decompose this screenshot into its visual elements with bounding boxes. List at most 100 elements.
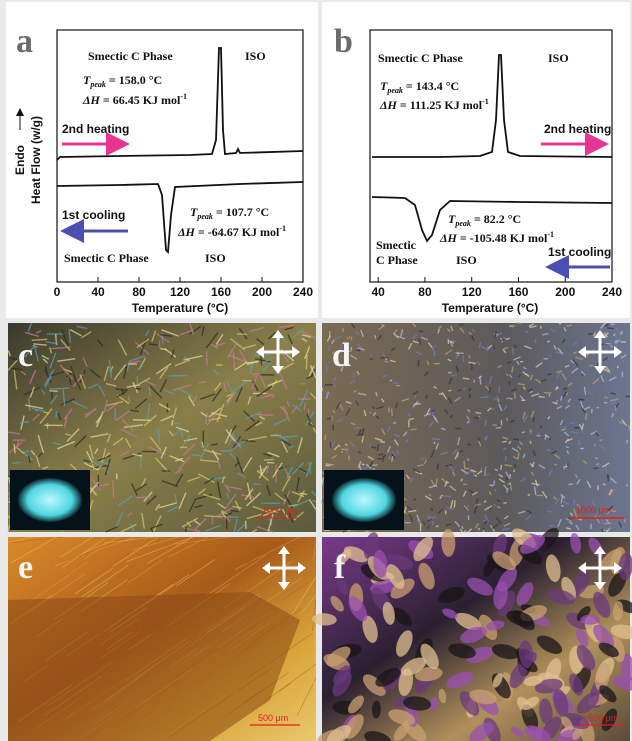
streak	[563, 387, 568, 390]
streak	[123, 365, 128, 380]
streak	[530, 471, 534, 476]
streak	[326, 335, 331, 342]
streak	[267, 379, 283, 387]
streak	[150, 528, 154, 533]
streak	[354, 331, 360, 335]
streak	[98, 384, 106, 397]
streak	[477, 440, 482, 447]
t: T	[448, 212, 456, 226]
leaf	[620, 653, 632, 682]
streak	[444, 480, 448, 487]
t: T	[380, 79, 388, 93]
sub: peak	[386, 86, 403, 95]
streak	[169, 374, 188, 377]
streak	[31, 407, 39, 412]
streak	[368, 411, 373, 414]
leaf	[486, 620, 505, 631]
streak	[457, 437, 461, 446]
streak	[125, 438, 132, 448]
streak	[79, 374, 87, 390]
streak	[494, 332, 503, 338]
streak	[237, 472, 246, 479]
streak	[342, 530, 347, 533]
image-e: e 500 μm	[8, 536, 317, 741]
streak	[283, 465, 291, 481]
streak	[372, 411, 377, 417]
streak	[230, 510, 239, 513]
streak	[523, 366, 527, 370]
streak	[149, 436, 162, 451]
image-f: f 500 μm	[312, 527, 632, 741]
streak	[575, 524, 580, 531]
streak	[155, 503, 161, 511]
x-tick-label: 40	[91, 285, 105, 299]
streak	[292, 404, 302, 412]
streak	[586, 480, 592, 488]
annotation: 1st cooling	[548, 245, 611, 259]
streak	[468, 361, 476, 365]
streak	[483, 500, 487, 504]
streak	[524, 330, 529, 333]
streak	[451, 340, 456, 343]
streak	[225, 493, 237, 509]
streak	[441, 392, 448, 400]
streak	[135, 483, 148, 492]
streak	[449, 485, 457, 492]
streak	[381, 455, 385, 463]
streak	[89, 487, 98, 496]
streak	[533, 486, 537, 495]
streak	[509, 482, 513, 491]
streak	[349, 379, 356, 385]
streak	[386, 426, 392, 433]
streak	[478, 375, 482, 379]
streak	[189, 325, 202, 335]
leaf	[332, 671, 352, 697]
streak	[565, 392, 569, 396]
leaf	[373, 549, 388, 578]
streak	[593, 332, 596, 337]
streak	[389, 379, 393, 382]
streak	[30, 450, 36, 456]
streak	[148, 385, 151, 396]
streak	[563, 431, 570, 437]
leaf	[442, 608, 458, 619]
streak	[279, 371, 288, 390]
streak	[308, 499, 317, 510]
streak	[146, 536, 193, 564]
streak	[60, 398, 76, 406]
streak	[505, 476, 509, 481]
annotation: 1st cooling	[62, 208, 125, 222]
streak	[435, 478, 438, 486]
streak	[45, 340, 59, 345]
streak	[178, 492, 187, 510]
streak	[216, 481, 222, 499]
annotation: ISO	[456, 253, 477, 267]
streak	[269, 536, 317, 553]
streak	[128, 360, 141, 365]
streak	[126, 536, 193, 562]
leaf	[576, 691, 600, 714]
streak	[69, 329, 82, 337]
streak	[352, 373, 356, 379]
streak	[62, 389, 66, 407]
streak	[278, 465, 287, 470]
streak	[474, 522, 480, 529]
streak	[158, 340, 161, 349]
leaf	[613, 601, 624, 622]
streak	[157, 427, 161, 445]
streak	[564, 364, 570, 368]
streak	[614, 405, 617, 411]
streak	[346, 336, 351, 340]
streak	[230, 424, 237, 434]
streak	[393, 433, 401, 438]
streak	[54, 536, 120, 567]
streak	[48, 371, 65, 378]
streak	[404, 438, 409, 444]
streak	[49, 387, 70, 390]
streak	[325, 392, 332, 396]
leaf	[413, 536, 434, 562]
streak	[548, 354, 552, 357]
streak	[223, 382, 227, 393]
streak	[169, 455, 185, 463]
streak	[68, 329, 72, 343]
